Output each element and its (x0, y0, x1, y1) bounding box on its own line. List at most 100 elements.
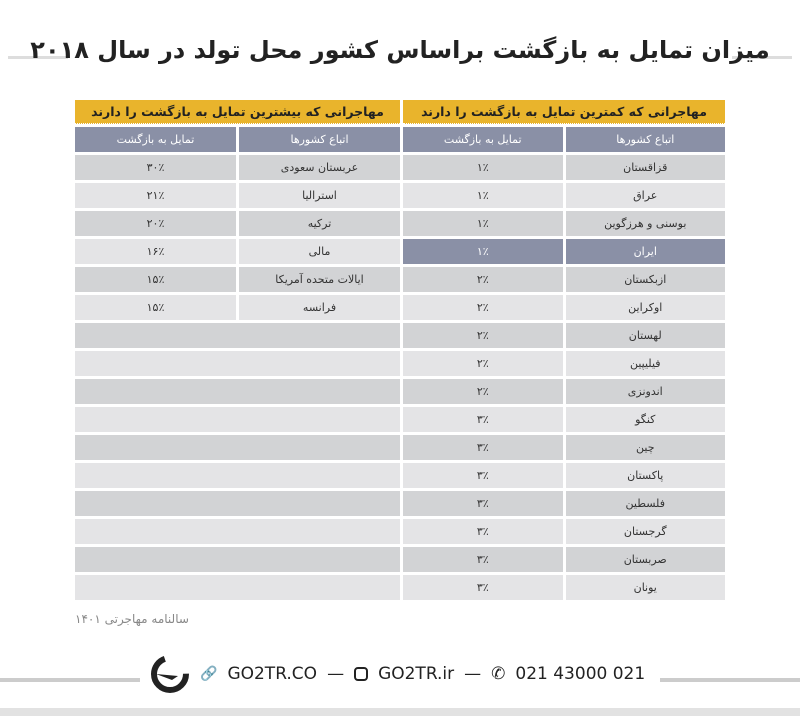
empty-row (75, 463, 400, 488)
country-cell: صربستان (565, 547, 725, 572)
empty-row (75, 407, 400, 432)
table-row: فلسطین ۳٪ (403, 491, 725, 516)
value-cell: ۳٪ (403, 407, 563, 432)
value-cell: ۱۵٪ (75, 295, 236, 320)
title-line (732, 56, 792, 59)
bottom-strip (0, 708, 800, 716)
table-row: چین ۳٪ (403, 435, 725, 460)
table-row: فرانسه ۱۵٪ (75, 295, 400, 320)
col-country: اتباع کشورها (239, 127, 400, 152)
country-cell: بوسنی و هرزگوین (565, 211, 725, 236)
country-cell: پاکستان (565, 463, 725, 488)
country-cell: فلسطین (565, 491, 725, 516)
empty-row (75, 351, 400, 376)
country-cell: ایالات متحده آمریکا (239, 267, 400, 292)
table-row: فیلیپین ۲٪ (403, 351, 725, 376)
country-cell: ایران (565, 239, 725, 264)
table-header: مهاجرانی که بیشترین تمایل به بازگشت را د… (75, 100, 400, 124)
separator: — (327, 664, 345, 684)
table-row: مالی ۱۶٪ (75, 239, 400, 264)
value-cell: ۳٪ (403, 435, 563, 460)
value-cell: ۳٪ (403, 519, 563, 544)
table-header: مهاجرانی که کمترین تمایل به بازگشت را دا… (403, 100, 725, 124)
empty-cell (75, 435, 400, 460)
table-row: عراق ۱٪ (403, 183, 725, 208)
table-row: قزاقستان ۱٪ (403, 155, 725, 180)
value-cell: ۱۵٪ (75, 267, 236, 292)
table-row: لهستان ۲٪ (403, 323, 725, 348)
empty-cell (75, 547, 400, 572)
footer-line (0, 678, 140, 682)
title-line (8, 56, 68, 59)
value-cell: ۱٪ (403, 239, 563, 264)
separator: — (464, 664, 482, 684)
country-cell: مالی (239, 239, 400, 264)
country-cell: ترکیه (239, 211, 400, 236)
value-cell: ۳٪ (403, 491, 563, 516)
value-cell: ۲۰٪ (75, 211, 236, 236)
country-cell: استرالیا (239, 183, 400, 208)
value-cell: ۳٪ (403, 575, 563, 600)
empty-cell (75, 351, 400, 376)
phone-number[interactable]: 021 43000 021 (515, 664, 646, 684)
value-cell: ۲٪ (403, 295, 563, 320)
country-cell: فیلیپین (565, 351, 725, 376)
empty-cell (75, 323, 400, 348)
country-cell: فرانسه (239, 295, 400, 320)
table-row: پاکستان ۳٪ (403, 463, 725, 488)
instagram-icon (354, 667, 369, 681)
table-row: اندونزی ۲٪ (403, 379, 725, 404)
table-row: ایران ۱٪ (403, 239, 725, 264)
value-cell: ۱٪ (403, 155, 563, 180)
country-cell: عراق (565, 183, 725, 208)
value-cell: ۲٪ (403, 379, 563, 404)
least-willing-table: مهاجرانی که کمترین تمایل به بازگشت را دا… (403, 100, 725, 603)
empty-cell (75, 519, 400, 544)
value-cell: ۳٪ (403, 547, 563, 572)
value-cell: ۱۶٪ (75, 239, 236, 264)
phone-icon: ✆ (491, 664, 506, 684)
col-value: تمایل به بازگشت (75, 127, 236, 152)
empty-row (75, 491, 400, 516)
logo-icon (151, 655, 189, 693)
col-value: تمایل به بازگشت (403, 127, 563, 152)
table-row: بوسنی و هرزگوین ۱٪ (403, 211, 725, 236)
empty-cell (75, 407, 400, 432)
country-cell: لهستان (565, 323, 725, 348)
empty-row (75, 575, 400, 600)
column-headers: اتباع کشورها تمایل به بازگشت (75, 127, 400, 152)
country-cell: قزاقستان (565, 155, 725, 180)
country-cell: چین (565, 435, 725, 460)
empty-cell (75, 463, 400, 488)
col-country: اتباع کشورها (565, 127, 725, 152)
table-row: ایالات متحده آمریکا ۱۵٪ (75, 267, 400, 292)
instagram-link[interactable]: GO2TR.ir (378, 664, 455, 684)
empty-row (75, 379, 400, 404)
table-row: کنگو ۳٪ (403, 407, 725, 432)
link-icon: 🔗 (200, 666, 218, 682)
table-row: اوکراین ۲٪ (403, 295, 725, 320)
value-cell: ۳٪ (403, 463, 563, 488)
table-row: گرجستان ۳٪ (403, 519, 725, 544)
value-cell: ۲٪ (403, 323, 563, 348)
empty-cell (75, 491, 400, 516)
empty-row (75, 547, 400, 572)
value-cell: ۳۰٪ (75, 155, 236, 180)
empty-row (75, 435, 400, 460)
table-row: صربستان ۳٪ (403, 547, 725, 572)
table-row: عربستان سعودی ۳۰٪ (75, 155, 400, 180)
source-note: سالنامه مهاجرتی ۱۴۰۱ (75, 612, 189, 626)
value-cell: ۲٪ (403, 351, 563, 376)
table-row: یونان ۳٪ (403, 575, 725, 600)
value-cell: ۲٪ (403, 267, 563, 292)
value-cell: ۱٪ (403, 183, 563, 208)
table-row: ازبکستان ۲٪ (403, 267, 725, 292)
empty-cell (75, 575, 400, 600)
country-cell: اندونزی (565, 379, 725, 404)
footer: 🔗 GO2TR.CO — GO2TR.ir — ✆ 021 43000 021 (150, 654, 645, 694)
empty-cell (75, 379, 400, 404)
country-cell: یونان (565, 575, 725, 600)
table-row: استرالیا ۲۱٪ (75, 183, 400, 208)
table-row: ترکیه ۲۰٪ (75, 211, 400, 236)
website-link[interactable]: GO2TR.CO (227, 664, 318, 684)
